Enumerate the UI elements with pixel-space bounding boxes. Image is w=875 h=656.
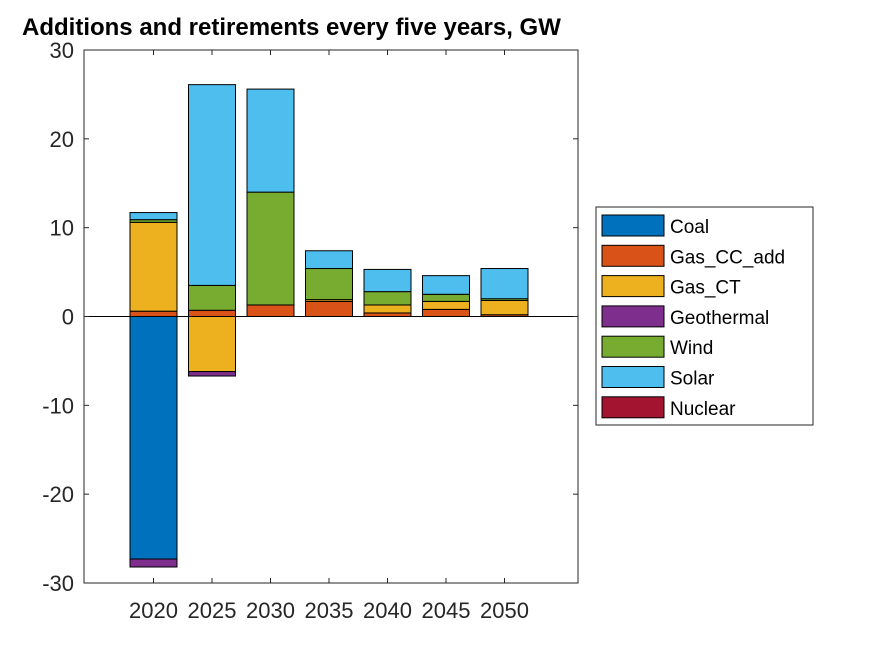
y-tick-label: 0	[62, 305, 74, 330]
bar-geothermal-2020	[129, 558, 178, 568]
y-tick-label: -20	[42, 482, 74, 507]
y-tick-label: 20	[50, 127, 74, 152]
x-tick-label: 2045	[422, 598, 471, 623]
legend-swatch-solar	[601, 366, 665, 388]
bar-gas-cc-add-2040	[363, 312, 412, 317]
axes-layer: 2020 2025 2030 2035 2040 2045 2050-30-20-10010…	[42, 38, 579, 623]
bar-solar-2035	[305, 250, 353, 270]
bar-wind-2030	[246, 191, 295, 306]
bar-wind-2035	[305, 268, 353, 301]
legend-label: Gas_CT	[670, 278, 741, 299]
legend-label: Nuclear	[670, 399, 736, 420]
bar-gas-ct-2050	[480, 300, 529, 316]
bar-solar-2020	[129, 212, 178, 221]
bar-gas-cc-add-2045	[422, 308, 470, 318]
x-tick-label: 2035	[305, 598, 354, 623]
legend-label: Solar	[670, 369, 715, 390]
bar-coal-2020	[129, 316, 178, 560]
bar-gas-cc-add-2035	[305, 300, 353, 318]
bar-gas-cc-add-2030	[246, 304, 295, 317]
legend-label: Gas_CC_add	[670, 247, 785, 268]
bar-solar-2050	[480, 268, 529, 300]
legend-swatch-nuclear	[601, 396, 665, 419]
legend-swatch-coal	[601, 214, 665, 237]
bar-wind-2025	[188, 284, 236, 311]
y-tick-label: -30	[42, 571, 74, 596]
y-tick-label: 10	[50, 216, 74, 241]
legend-swatch-gas-ct	[601, 275, 665, 298]
legend: Coal Gas_CC_add Gas_CT Geothermal Wind Solar N…	[595, 206, 814, 426]
bar-solar-2045	[422, 275, 470, 295]
bar-wind-2045	[422, 293, 470, 302]
bar-gas-ct-2020	[129, 221, 178, 312]
legend-swatch-gas-cc-add	[601, 244, 665, 267]
legend-label: Wind	[670, 338, 713, 359]
bar-solar-2025	[188, 84, 236, 286]
bar-gas-ct-2045	[422, 300, 470, 310]
x-tick-label: 2050	[480, 598, 529, 623]
bar-gas-ct-2040	[363, 304, 412, 314]
legend-swatch-wind	[601, 335, 665, 358]
x-tick-label: 2020	[129, 598, 178, 623]
bar-geothermal-2025	[188, 371, 236, 377]
bar-gas-ct-2025	[188, 316, 236, 373]
x-tick-label: 2030	[246, 598, 295, 623]
bar-gas-cc-add-2025	[188, 309, 236, 318]
y-tick-label: 30	[50, 38, 74, 63]
chart-title: Additions and retirements every five yea…	[22, 14, 561, 41]
x-tick-label: 2040	[363, 598, 412, 623]
bar-solar-2040	[363, 268, 412, 293]
bar-wind-2040	[363, 291, 412, 306]
bar-gas-cc-add-2020	[129, 310, 178, 318]
legend-label: Coal	[670, 217, 709, 238]
legend-swatch-geothermal	[601, 305, 665, 328]
bar-solar-2030	[246, 88, 295, 193]
bars-layer	[129, 84, 529, 568]
x-tick-label: 2025	[188, 598, 237, 623]
legend-label: Geothermal	[670, 308, 769, 329]
y-tick-label: -10	[42, 393, 74, 418]
